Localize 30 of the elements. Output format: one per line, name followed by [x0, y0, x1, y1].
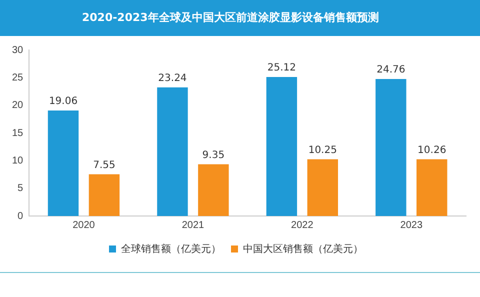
- y-tick-label: 10: [12, 155, 24, 166]
- bar: [307, 159, 338, 216]
- data-label: 24.76: [376, 64, 406, 76]
- x-tick-label: 2022: [291, 220, 314, 231]
- x-tick-label: 2020: [72, 220, 96, 231]
- y-tick-label: 20: [12, 100, 24, 112]
- data-label: 23.24: [158, 73, 187, 84]
- data-label: 9.35: [202, 150, 225, 161]
- data-label: 7.55: [93, 160, 116, 171]
- bar: [416, 159, 448, 216]
- bar: [376, 78, 406, 216]
- y-tick-label: 25: [12, 72, 24, 84]
- y-tick-label: 5: [18, 183, 24, 194]
- data-label: 10.25: [308, 144, 337, 156]
- chart-title: 2020-2023年全球及中国大区前道涂胶显影设备销售额预测: [0, 0, 480, 36]
- bar: [48, 110, 79, 216]
- y-tick-label: 15: [12, 128, 24, 139]
- x-tick-label: 2023: [400, 220, 423, 231]
- bar: [266, 77, 298, 216]
- legend-label: 中国大区销售额（亿美元）: [243, 242, 363, 255]
- y-tick-label: 0: [18, 210, 24, 222]
- legend-label: 全球销售额（亿美元）: [121, 242, 221, 255]
- bar: [157, 87, 188, 216]
- bar: [198, 164, 229, 216]
- data-label: 25.12: [267, 62, 296, 74]
- y-tick-label: 30: [12, 44, 24, 56]
- data-label: 10.26: [418, 144, 446, 156]
- data-label: 19.06: [48, 96, 78, 108]
- x-tick-label: 2021: [182, 220, 205, 231]
- bar: [88, 174, 120, 216]
